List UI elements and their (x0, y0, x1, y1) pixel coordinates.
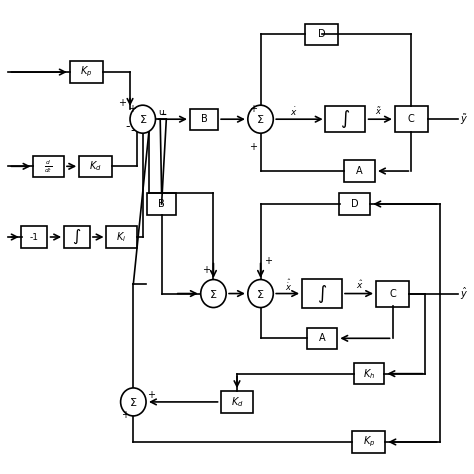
Text: $\tilde{x}$: $\tilde{x}$ (375, 105, 382, 117)
FancyBboxPatch shape (302, 279, 342, 308)
FancyBboxPatch shape (64, 227, 90, 247)
Text: $\tilde{y}$: $\tilde{y}$ (460, 112, 468, 127)
Text: +: + (121, 410, 129, 420)
Text: $\hat{x}$: $\hat{x}$ (356, 279, 364, 292)
FancyBboxPatch shape (147, 193, 176, 215)
FancyBboxPatch shape (305, 24, 338, 45)
FancyBboxPatch shape (106, 227, 137, 247)
FancyBboxPatch shape (21, 227, 47, 247)
Text: $K_h$: $K_h$ (363, 367, 375, 381)
FancyBboxPatch shape (307, 328, 337, 349)
Text: D: D (318, 29, 326, 39)
Text: $K_p$: $K_p$ (363, 435, 375, 449)
Text: $\frac{d}{dt}$: $\frac{d}{dt}$ (45, 158, 53, 174)
Ellipse shape (130, 105, 155, 133)
Text: $K_d$: $K_d$ (231, 395, 243, 409)
Text: $\Sigma$: $\Sigma$ (256, 288, 265, 300)
Text: $\hat{\dot{x}}$: $\hat{\dot{x}}$ (285, 277, 292, 293)
Text: $\Sigma$: $\Sigma$ (256, 113, 265, 125)
FancyBboxPatch shape (344, 160, 375, 182)
Text: $K_p$: $K_p$ (80, 65, 92, 79)
FancyBboxPatch shape (395, 106, 428, 132)
FancyBboxPatch shape (220, 392, 254, 412)
FancyBboxPatch shape (190, 109, 218, 130)
Text: $\dot{x}$: $\dot{x}$ (290, 106, 297, 118)
Ellipse shape (248, 105, 273, 133)
Text: +: + (249, 104, 257, 114)
Text: C: C (408, 114, 415, 124)
Text: $\int$: $\int$ (72, 228, 82, 246)
Ellipse shape (120, 388, 146, 416)
Text: D: D (351, 199, 359, 209)
Ellipse shape (201, 280, 226, 308)
Text: +: + (128, 104, 137, 114)
Text: +: + (249, 143, 257, 153)
Text: $\hat{y}$: $\hat{y}$ (460, 285, 468, 301)
FancyBboxPatch shape (339, 193, 370, 215)
FancyBboxPatch shape (353, 431, 385, 453)
Text: B: B (201, 114, 208, 124)
FancyBboxPatch shape (79, 156, 112, 177)
Text: u: u (159, 108, 164, 117)
Ellipse shape (248, 280, 273, 308)
Text: $\int$: $\int$ (317, 283, 327, 305)
Text: $\int$: $\int$ (340, 108, 350, 130)
Text: +: + (147, 390, 155, 400)
Text: A: A (319, 333, 325, 343)
FancyBboxPatch shape (325, 106, 365, 132)
Text: $\Sigma$: $\Sigma$ (209, 288, 218, 300)
FancyBboxPatch shape (354, 363, 384, 384)
Text: A: A (356, 166, 363, 176)
Text: +: + (118, 98, 126, 108)
Text: C: C (389, 289, 396, 299)
Text: $\Sigma$: $\Sigma$ (138, 113, 147, 125)
FancyBboxPatch shape (33, 156, 64, 177)
FancyBboxPatch shape (376, 281, 409, 307)
Text: $K_d$: $K_d$ (89, 159, 102, 173)
Text: $K_i$: $K_i$ (117, 230, 127, 244)
Text: B: B (158, 199, 165, 209)
Text: -: - (130, 125, 135, 137)
Text: +: + (202, 265, 210, 275)
Text: -1: -1 (30, 233, 39, 241)
FancyBboxPatch shape (70, 62, 103, 82)
Text: +: + (264, 255, 272, 265)
Text: -: - (126, 120, 130, 133)
Text: $\Sigma$: $\Sigma$ (129, 396, 137, 408)
